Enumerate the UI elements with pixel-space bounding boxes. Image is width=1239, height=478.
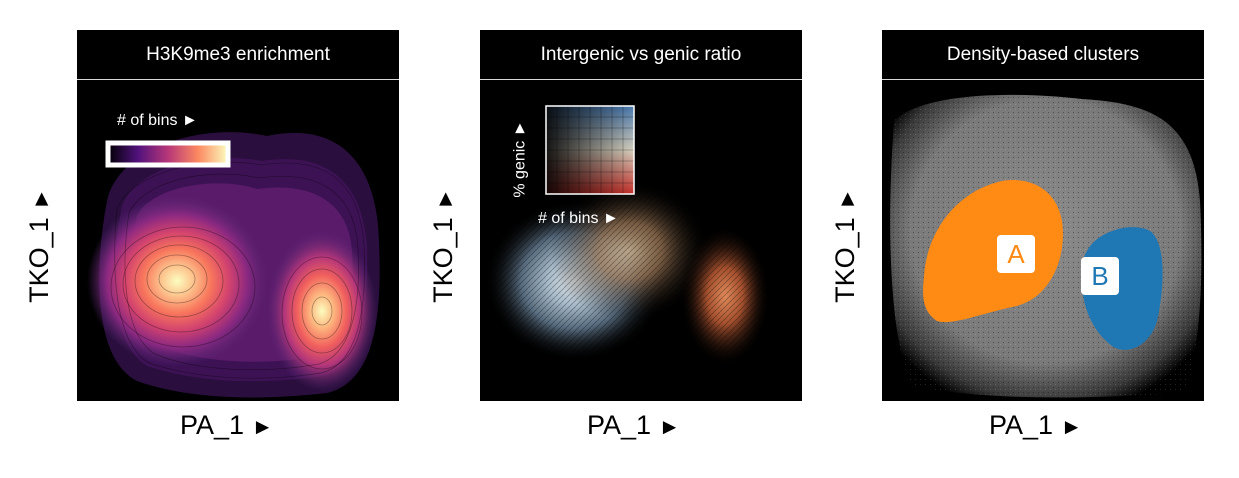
x-axis-label-text: PA_1 [989, 410, 1054, 440]
y-axis-label-2: TKO_1 ► [428, 188, 459, 303]
hexbin-plot [480, 81, 802, 401]
cluster-b-label: B [1081, 257, 1119, 295]
panel-title: H3K9me3 enrichment [77, 30, 399, 80]
y-axis-label-text: TKO_1 [427, 217, 458, 303]
panel-ratio: Intergenic vs genic ratio [480, 30, 802, 401]
y-axis-label-1: TKO_1 ► [24, 188, 55, 303]
x-axis-arrow-icon: ► [658, 414, 681, 439]
x-axis-arrow-icon: ► [251, 414, 274, 439]
cluster-plot [890, 94, 1202, 398]
legend-arrow-icon: ► [181, 112, 198, 129]
x-axis-label-1: PA_1 ► [180, 410, 273, 441]
x-axis-arrow-icon: ► [1060, 414, 1083, 439]
y-axis-arrow-icon: ► [431, 188, 457, 210]
legend-y-label-text: % genic [511, 140, 529, 198]
cluster-a-label: A [997, 235, 1035, 273]
y-axis-arrow-icon: ► [833, 188, 859, 210]
x-axis-label-2: PA_1 ► [587, 410, 680, 441]
density-plot [87, 132, 380, 398]
legend-x-label-text: # of bins [538, 210, 599, 227]
legend-label: # of bins ► [117, 112, 198, 130]
legend-label-text: # of bins [117, 112, 178, 129]
panel-title: Intergenic vs genic ratio [480, 30, 802, 80]
bivariate-legend [545, 105, 635, 195]
legend-x-label: # of bins ► [538, 210, 619, 228]
legend-x-arrow-icon: ► [602, 210, 619, 227]
cluster-a-region [923, 180, 1063, 323]
legend-y-arrow-icon: ► [511, 120, 529, 137]
y-axis-arrow-icon: ► [27, 188, 53, 210]
panel-h3k9me3: H3K9me3 enrichment [77, 30, 399, 401]
x-axis-label-text: PA_1 [587, 410, 652, 440]
y-axis-label-text: TKO_1 [23, 217, 54, 303]
panel-title: Density-based clusters [882, 30, 1204, 80]
colorbar [105, 140, 231, 168]
y-axis-label-text: TKO_1 [829, 217, 860, 303]
legend-y-label: % genic ► [512, 120, 530, 197]
x-axis-label-3: PA_1 ► [989, 410, 1082, 441]
x-axis-label-text: PA_1 [180, 410, 245, 440]
panel-clusters: Density-based clusters A B [882, 30, 1204, 401]
y-axis-label-3: TKO_1 ► [830, 188, 861, 303]
